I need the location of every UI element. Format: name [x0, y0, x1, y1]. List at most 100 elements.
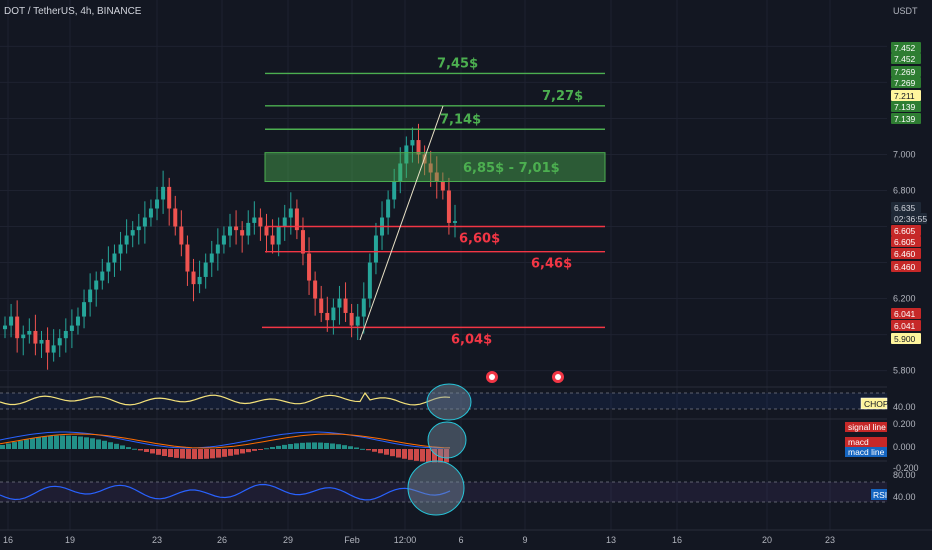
macd-bar: [186, 449, 191, 459]
level-label: 7,14$: [440, 112, 481, 127]
macd-bar: [48, 435, 53, 449]
macd-bar: [222, 449, 227, 457]
macd-bar: [72, 435, 77, 449]
candle-body: [331, 307, 336, 321]
currency-label: USDT: [893, 6, 918, 16]
macd-bar: [18, 440, 23, 449]
candle-body: [288, 208, 293, 218]
x-tick-label: 20: [762, 535, 772, 545]
grid-lines: [0, 0, 887, 530]
price-tag: 5.900: [894, 334, 916, 344]
macd-bar: [114, 443, 119, 449]
support-zone: [264, 152, 606, 182]
macd-bar: [444, 449, 449, 463]
macd-bar: [372, 449, 377, 452]
price-tag-bg: [891, 213, 927, 224]
candle-body: [3, 325, 7, 330]
price-tags: 7.4527.4527.2697.2697.2117.1397.1396.635…: [845, 42, 927, 500]
macd-bar: [42, 436, 47, 449]
chart-title: DOT / TetherUS, 4h, BINANCE: [4, 6, 142, 17]
macd-bar: [240, 449, 245, 454]
trend-line: [359, 105, 444, 341]
rsi-highlight: [407, 460, 465, 516]
macd-bar: [198, 449, 203, 460]
level-label: 7,27$: [542, 89, 583, 104]
price-tag-bg: [891, 261, 921, 272]
candle-body: [15, 316, 20, 339]
candle-body: [307, 253, 312, 281]
macd-bar: [102, 440, 107, 449]
price-tag-bg: [891, 77, 921, 88]
candlestick-series: [3, 123, 457, 370]
macd-tag-bg: [845, 422, 887, 432]
price-tag-bg: [891, 90, 921, 101]
level-label: 7,45$: [437, 56, 478, 71]
candle-body: [221, 235, 226, 245]
price-tag: 7.452: [894, 43, 916, 53]
candle-body: [100, 271, 105, 281]
y-tick-label: 5.800: [893, 366, 916, 376]
candle-body: [428, 163, 433, 173]
macd-bar: [108, 442, 113, 449]
candle-body: [373, 235, 378, 263]
macd-bar: [354, 447, 359, 449]
candle-body: [319, 298, 324, 313]
candle-body: [179, 226, 184, 245]
y-tick-label: 6.800: [893, 185, 916, 195]
candle-body: [361, 298, 366, 317]
candle-body: [355, 316, 360, 326]
candle-body: [161, 186, 166, 200]
time-axis[interactable]: 16 19 23 26 29 Feb 12:00 6 9 13 16 20 23: [0, 529, 932, 545]
macd-bar: [180, 449, 185, 459]
price-tag: 02:36:55: [894, 214, 927, 224]
candle-body: [367, 262, 372, 299]
candle-body: [82, 302, 87, 317]
macd-bar: [288, 444, 293, 449]
macd-bar: [384, 449, 389, 455]
price-tag-bg: [891, 113, 921, 124]
macd-bar: [162, 449, 167, 457]
price-tag: 6.041: [894, 321, 916, 331]
macd-bar: [132, 448, 137, 450]
macd-bar: [258, 449, 263, 450]
candle-body: [392, 181, 397, 200]
price-tag: 7.269: [894, 78, 916, 88]
price-tag-bg: [891, 236, 921, 247]
x-tick-label: 16: [672, 535, 682, 545]
candle-body: [215, 244, 220, 254]
macd-bar: [120, 445, 125, 449]
macd-bar: [360, 448, 365, 450]
candle-body: [434, 172, 439, 182]
macd-bar: [138, 449, 143, 451]
x-tick-label: Feb: [344, 535, 360, 545]
y-tick-label: 7.000: [893, 149, 916, 159]
candle-body: [282, 217, 287, 227]
price-tag: 6.460: [894, 262, 916, 272]
level-label: 6,04$: [451, 332, 492, 347]
candle-body: [416, 140, 421, 155]
event-flag-icon-center: [489, 374, 495, 380]
macd-bar: [12, 442, 17, 449]
candle-body: [9, 316, 14, 326]
candle-body: [337, 298, 342, 308]
macd-bar: [84, 437, 89, 449]
candle-body: [155, 199, 160, 209]
candle-body: [398, 163, 403, 182]
price-tag-bg: [891, 101, 921, 112]
candle-body: [88, 289, 93, 303]
x-tick-label: 13: [606, 535, 616, 545]
candle-body: [240, 230, 245, 236]
macd-bar: [312, 442, 317, 449]
candle-body: [167, 186, 172, 209]
candle-body: [246, 222, 251, 236]
macd-bar: [36, 437, 41, 449]
candle-body: [69, 325, 74, 331]
level-label: 6,85$ - 7,01$: [463, 161, 560, 176]
event-flag-icon-center: [555, 374, 561, 380]
macd-tag: macd: [848, 437, 869, 447]
price-tag-bg: [891, 225, 921, 236]
price-levels: 7,45$ 7,27$ 7,14$ 6,85$ - 7,01$ 6,60$ 6,46$ 6,…: [262, 56, 606, 347]
macd-bar: [324, 442, 329, 449]
x-tick-label: 16: [3, 535, 13, 545]
